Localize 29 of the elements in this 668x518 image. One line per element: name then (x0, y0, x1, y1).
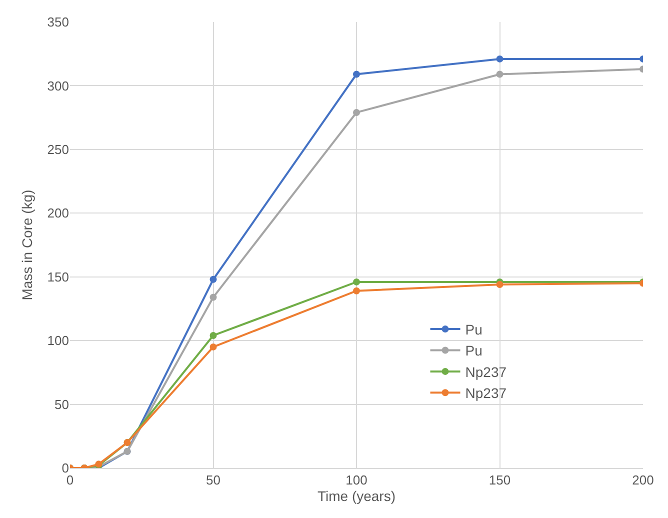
legend-label: Pu (465, 322, 482, 338)
point (210, 332, 217, 339)
point (353, 108, 360, 116)
point (353, 70, 360, 78)
legend-label: Np237 (465, 385, 507, 402)
x-tick-label: 150 (488, 472, 511, 488)
y-tick-label: 350 (47, 14, 69, 30)
point (496, 55, 504, 62)
y-tick-label: 0 (62, 460, 69, 476)
point (210, 276, 217, 283)
point (496, 70, 504, 78)
y-tick-label: 250 (47, 142, 69, 157)
y-tick-label: 150 (47, 269, 69, 284)
legend-label: Np237 (465, 364, 507, 380)
y-tick-label: 100 (47, 333, 69, 348)
y-tick-label: 300 (47, 78, 69, 94)
x-tick-label: 100 (346, 472, 368, 488)
point (210, 343, 217, 350)
point (210, 294, 217, 301)
y-axis-title: Mass in Core (kg) (19, 190, 35, 300)
point (353, 287, 360, 294)
y-tick-label: 50 (54, 396, 69, 412)
x-tick-label: 50 (206, 472, 220, 488)
point (353, 278, 360, 286)
x-tick-label: 200 (632, 472, 654, 488)
point (496, 281, 504, 288)
x-axis-title: Time (years) (317, 488, 396, 504)
legend-label: Pu (465, 342, 482, 359)
y-tick-label: 200 (47, 206, 69, 221)
